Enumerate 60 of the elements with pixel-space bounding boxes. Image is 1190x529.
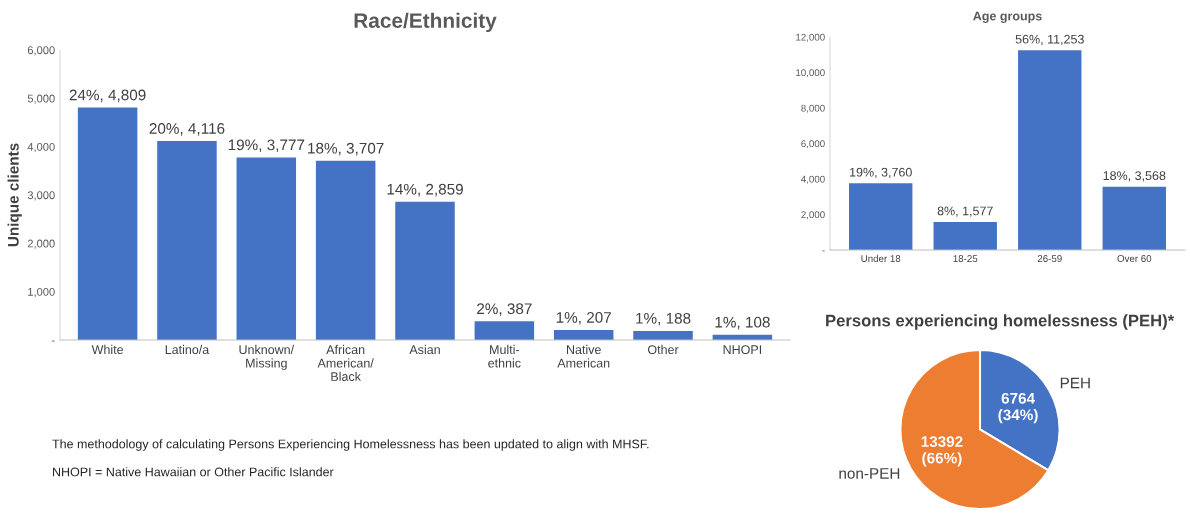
- x-tick-label: Multi- ethnic: [488, 344, 521, 368]
- data-label: 18%, 3,707: [308, 142, 384, 156]
- x-tick-label: White: [91, 344, 124, 355]
- bar: [933, 222, 997, 250]
- data-label: 20%, 4,116: [149, 123, 225, 136]
- y-tick-label: -: [822, 250, 825, 252]
- bar: [395, 201, 455, 340]
- x-tick-label: Other: [648, 344, 679, 355]
- x-tick-label: Unknown/ Missing: [239, 344, 295, 370]
- data-label: 1%, 207: [556, 311, 611, 325]
- bar: [157, 141, 217, 340]
- data-label: 8%, 1,577: [937, 206, 993, 217]
- bar: [77, 107, 138, 340]
- text: NHOPI = Native Hawaiian or Other Pacific Islander: [53, 467, 334, 477]
- bar: [315, 160, 376, 340]
- data-label: 1%, 108: [715, 316, 770, 330]
- x-tick-label: Asian: [409, 344, 440, 355]
- y-tick-label: 12,000: [796, 33, 825, 42]
- data-label: 19%, 3,777: [228, 139, 305, 153]
- data-label: 19%, 3,760: [850, 167, 912, 179]
- y-tick-label: 3,000: [27, 191, 55, 201]
- data-label: 18%, 3,568: [1103, 171, 1166, 182]
- x-tick-label: 18-25: [953, 255, 978, 262]
- slice-label: non-PEH: [839, 468, 900, 479]
- y-tick-label: 2,000: [801, 211, 825, 220]
- y-tick-label: 4,000: [27, 142, 55, 153]
- bar: [1102, 186, 1166, 250]
- x-tick-label: Under 18: [861, 254, 901, 262]
- x-tick-label: Latino/a: [165, 344, 210, 355]
- data-label: 1%, 188: [636, 312, 691, 326]
- data-label: 14%, 2,859: [387, 183, 463, 197]
- x-tick-label: Over 60: [1117, 255, 1152, 262]
- y-tick-label: 4,000: [801, 175, 825, 184]
- y-tick-label: 6,000: [801, 140, 825, 149]
- x-tick-label: Native American: [557, 344, 610, 368]
- y-tick-label: 5,000: [27, 94, 55, 104]
- data-label: 24%, 4,809: [69, 89, 146, 103]
- y-tick-label: -: [51, 340, 55, 342]
- data-label: 56%, 11,253: [1015, 34, 1084, 46]
- data-label: 2%, 387: [477, 303, 532, 316]
- x-tick-label: 26-59: [1037, 255, 1062, 262]
- chart-title: Race/Ethnicity: [354, 12, 497, 33]
- y-tick-label: 8,000: [801, 104, 825, 113]
- x-tick-label: African American/ Black: [317, 344, 374, 381]
- chart-title: Age groups: [973, 11, 1042, 23]
- bar: [849, 183, 913, 250]
- bar: [1018, 50, 1082, 250]
- chart-title: Persons experiencing homelessness (PEH)*: [826, 314, 1175, 330]
- data-label: 6764 (34%): [998, 392, 1038, 424]
- data-label: 13392 (66%): [921, 436, 963, 467]
- y-tick-label: 6,000: [27, 46, 55, 56]
- text: The methodology of calculating Persons Experiencing Homelessness has been updated to align with MHSF.: [52, 439, 649, 451]
- slice-label: PEH: [1060, 377, 1090, 389]
- y-tick-label: 1,000: [28, 287, 55, 298]
- y-axis-title: Unique clients: [7, 143, 22, 247]
- bar: [236, 157, 297, 340]
- x-tick-label: NHOPI: [723, 345, 762, 355]
- bar: [474, 321, 535, 340]
- y-tick-label: 10,000: [796, 69, 825, 78]
- y-tick-label: 2,000: [27, 239, 55, 249]
